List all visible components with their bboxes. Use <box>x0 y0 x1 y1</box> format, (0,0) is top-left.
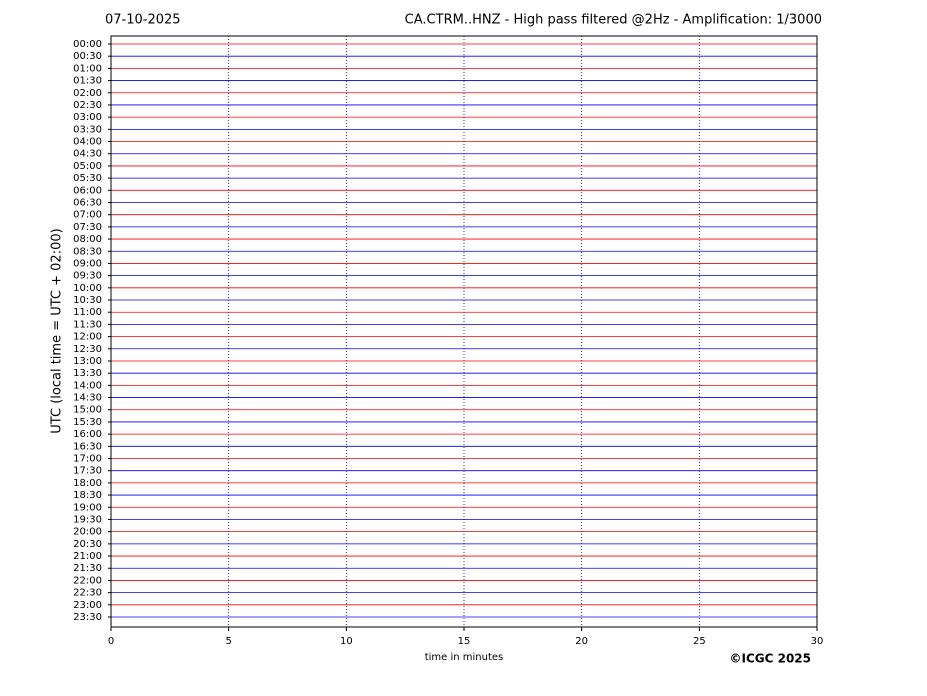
y-tick-label: 10:00 <box>73 283 102 294</box>
y-tick-label: 16:00 <box>73 429 102 440</box>
y-tick-label: 23:00 <box>73 600 102 611</box>
y-tick-label: 04:00 <box>73 137 102 148</box>
y-tick-label: 16:30 <box>73 441 102 452</box>
y-tick-label: 10:30 <box>73 295 102 306</box>
y-axis-label: UTC (local time = UTC + 02:00) <box>50 228 65 433</box>
credit: ©ICGC 2025 <box>729 652 811 666</box>
y-tick-label: 13:00 <box>73 356 102 367</box>
plot-frame <box>110 35 818 628</box>
y-tick-label: 14:30 <box>73 393 102 404</box>
chart-title: CA.CTRM..HNZ - High pass filtered @2Hz -… <box>405 13 822 28</box>
y-tick-label: 12:30 <box>73 344 102 355</box>
y-tick-label: 07:00 <box>73 210 102 221</box>
y-tick-label: 02:30 <box>73 100 102 111</box>
y-tick-label: 00:30 <box>73 51 102 62</box>
y-tick-label: 05:30 <box>73 173 102 184</box>
y-tick-label: 23:30 <box>73 612 102 623</box>
y-tick-label: 02:00 <box>73 88 102 99</box>
y-tick-label: 14:00 <box>73 380 102 391</box>
y-tick-label: 19:30 <box>73 514 102 525</box>
y-tick-label: 06:30 <box>73 197 102 208</box>
x-tick-label: 5 <box>225 636 231 647</box>
y-tick-label: 09:00 <box>73 258 102 269</box>
x-tick-label: 25 <box>693 636 706 647</box>
y-tick-label: 17:30 <box>73 466 102 477</box>
date: 07-10-2025 <box>105 13 181 28</box>
y-tick-label: 19:00 <box>73 502 102 513</box>
y-tick-label: 11:00 <box>73 307 102 318</box>
y-tick-label: 01:00 <box>73 63 102 74</box>
y-tick-label: 22:30 <box>73 588 102 599</box>
y-tick-label: 08:30 <box>73 246 102 257</box>
y-tick-label: 11:30 <box>73 319 102 330</box>
y-tick-label: 04:30 <box>73 149 102 160</box>
y-tick-label: 17:00 <box>73 454 102 465</box>
y-tick-label: 13:30 <box>73 368 102 379</box>
x-tick-label: 15 <box>458 636 471 647</box>
x-tick-label: 20 <box>575 636 588 647</box>
x-tick-label: 0 <box>108 636 114 647</box>
y-tick-label: 08:00 <box>73 234 102 245</box>
y-tick-label: 00:00 <box>73 39 102 50</box>
x-tick-label: 10 <box>340 636 353 647</box>
y-tick-label: 15:30 <box>73 417 102 428</box>
y-tick-label: 18:30 <box>73 490 102 501</box>
x-tick-label: 30 <box>811 636 824 647</box>
y-tick-label: 21:00 <box>73 551 102 562</box>
y-tick-label: 07:30 <box>73 222 102 233</box>
y-tick-label: 06:00 <box>73 185 102 196</box>
y-tick-label: 20:00 <box>73 527 102 538</box>
y-tick-label: 12:00 <box>73 332 102 343</box>
y-tick-label: 18:00 <box>73 478 102 489</box>
x-axis-label: time in minutes <box>425 652 504 663</box>
y-tick-label: 05:00 <box>73 161 102 172</box>
y-tick-label: 20:30 <box>73 539 102 550</box>
y-tick-label: 21:30 <box>73 563 102 574</box>
y-tick-label: 09:30 <box>73 271 102 282</box>
y-tick-label: 03:00 <box>73 112 102 123</box>
y-tick-label: 22:00 <box>73 575 102 586</box>
y-tick-label: 01:30 <box>73 76 102 87</box>
y-tick-label: 15:00 <box>73 405 102 416</box>
y-tick-label: 03:30 <box>73 124 102 135</box>
